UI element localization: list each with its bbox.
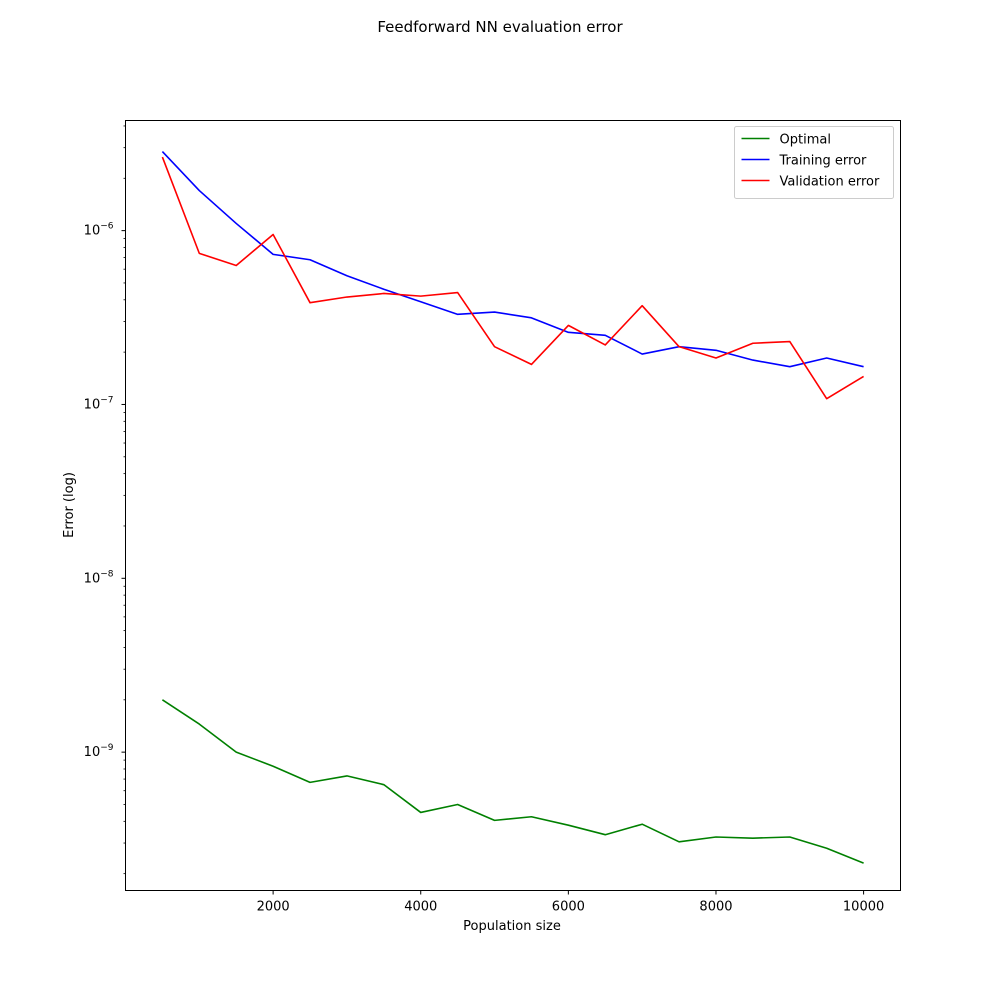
y-tick-label: 10−8	[84, 569, 114, 586]
x-axis-label: Population size	[463, 919, 561, 934]
y-axis-label: Error (log)	[62, 472, 77, 538]
series-line-1	[161, 151, 864, 368]
x-tick-label: 8000	[699, 900, 732, 915]
x-tick-label: 6000	[552, 900, 585, 915]
legend-label: Optimal	[780, 133, 831, 148]
x-axis: 2000 4000 6000 8000 10000	[257, 890, 884, 915]
legend-label: Training error	[779, 154, 868, 169]
plot-frame	[125, 120, 901, 891]
y-tick-label: 10−6	[84, 222, 114, 239]
y-tick-label: 10−7	[84, 395, 114, 412]
y-axis: 10−9 10−8 10−7 10−6	[84, 125, 126, 875]
x-tick-label: 10000	[843, 900, 884, 915]
chart-title: Feedforward NN evaluation error	[377, 18, 623, 36]
plot-lines	[161, 151, 865, 864]
legend-label: Validation error	[780, 175, 880, 190]
x-tick-label: 2000	[257, 900, 290, 915]
legend: Optimal Training error Validation error	[734, 126, 894, 199]
series-line-2	[161, 156, 865, 400]
legend-box	[734, 126, 894, 199]
x-tick-label: 4000	[404, 900, 437, 915]
y-tick-label: 10−9	[84, 743, 114, 760]
series-line-0	[161, 699, 864, 864]
